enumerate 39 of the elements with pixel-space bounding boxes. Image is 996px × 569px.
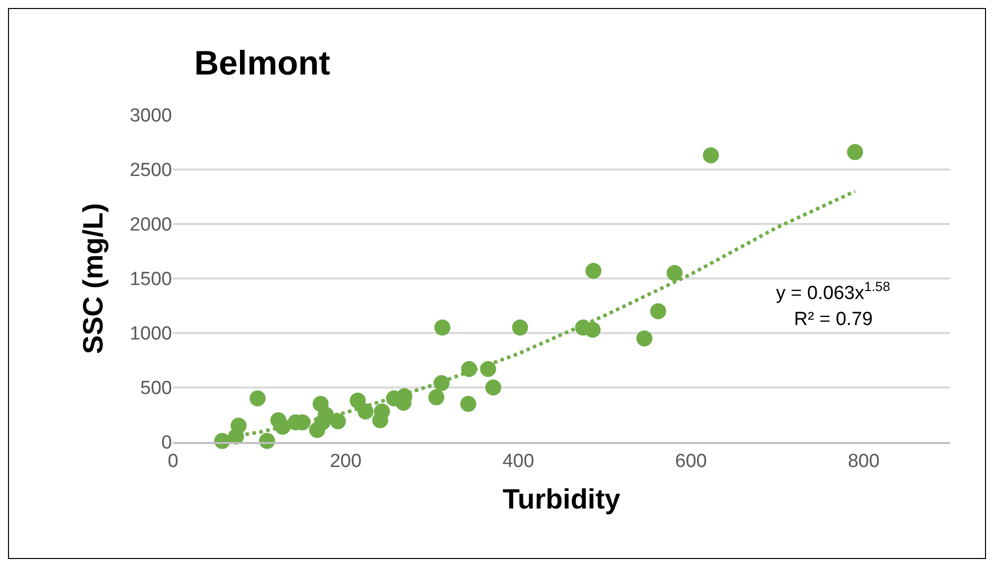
x-axis-title: Turbidity <box>502 483 621 514</box>
point <box>702 147 719 164</box>
point <box>485 380 502 396</box>
y-tick-label: 0 <box>161 432 172 454</box>
x-tick-label: 800 <box>848 450 880 472</box>
x-tick-label: 600 <box>675 450 707 472</box>
y-tick-label: 1000 <box>130 324 172 345</box>
y-tick-label: 2500 <box>130 160 172 182</box>
annotation: y = 0.063x$^{1.58}$ <box>776 279 890 304</box>
point <box>480 360 496 377</box>
point <box>350 392 366 409</box>
chart-title: Belmont <box>194 44 330 82</box>
y-tick-label: 1500 <box>130 269 172 290</box>
point <box>314 414 330 430</box>
point <box>374 403 390 420</box>
point <box>512 320 528 336</box>
point <box>358 403 374 420</box>
y-tick-label: 500 <box>140 378 172 400</box>
point <box>584 322 601 338</box>
point <box>428 389 444 406</box>
y-axis-title: SSC (mg/L) <box>77 203 108 354</box>
x-tick-label: 200 <box>330 450 362 472</box>
point <box>250 390 266 406</box>
point <box>650 303 666 320</box>
point <box>636 330 652 346</box>
x-tick-label: 400 <box>502 450 534 472</box>
point <box>460 396 476 412</box>
point <box>230 418 247 434</box>
point <box>330 413 346 430</box>
point <box>434 320 450 336</box>
y-tick-label: 3000 <box>130 106 172 127</box>
y-tick-label: 2000 <box>130 214 172 236</box>
point <box>274 418 291 435</box>
annotation: R² = 0.79 <box>794 309 873 330</box>
point <box>434 375 450 392</box>
point <box>585 262 602 279</box>
point <box>461 360 478 377</box>
point <box>847 144 864 160</box>
point <box>666 265 683 282</box>
